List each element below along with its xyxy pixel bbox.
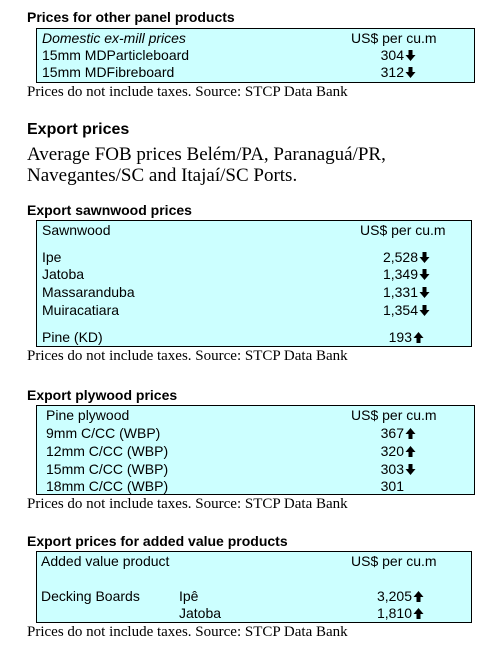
arrow-down-icon <box>419 267 430 280</box>
added-row-name: Jatoba <box>179 605 222 621</box>
panel-source-note: Prices do not include taxes. Source: STC… <box>27 84 348 100</box>
export-heading: Export prices <box>27 121 130 138</box>
added-heading: Export prices for added value products <box>27 533 288 549</box>
arrow-down-icon <box>419 285 430 298</box>
sawnwood-row-value: 2,528 <box>383 249 430 266</box>
plywood-heading: Export plywood prices <box>27 387 178 403</box>
export-description-line2: Navegantes/SC and Itajaí/SC Ports. <box>27 165 298 186</box>
panel-row-name: 15mm MDParticleboard <box>42 47 190 63</box>
sawnwood-col-price: US$ per cu.m <box>360 222 446 238</box>
arrow-up-icon <box>405 426 416 439</box>
arrow-down-icon <box>405 65 416 78</box>
added-row-value: 3,205 <box>377 588 424 605</box>
sawnwood-row-name: Jatoba <box>42 266 85 282</box>
sawnwood-source-note: Prices do not include taxes. Source: STC… <box>27 348 348 364</box>
plywood-row-value: 303 <box>381 461 416 478</box>
panel-price-table: Domestic ex-mill prices US$ per cu.m 15m… <box>36 28 475 83</box>
sawnwood-col-product: Sawnwood <box>42 222 111 238</box>
arrow-down-icon <box>405 48 416 61</box>
arrow-down-icon <box>405 462 416 475</box>
added-group-label: Decking Boards <box>41 588 140 604</box>
plywood-row-value: 301 <box>380 478 404 494</box>
panel-col-price: US$ per cu.m <box>351 30 437 46</box>
arrow-up-icon <box>413 330 424 343</box>
plywood-row-value: 320 <box>381 443 416 460</box>
plywood-col-price: US$ per cu.m <box>351 407 437 423</box>
sawnwood-row-name: Pine (KD) <box>42 329 103 345</box>
sawnwood-row-name: Ipe <box>42 249 62 265</box>
sawnwood-row-value: 1,349 <box>383 266 430 283</box>
added-col-price: US$ per cu.m <box>351 553 437 569</box>
added-price-table: Added value product US$ per cu.m Decking… <box>36 551 472 623</box>
plywood-price-table: Pine plywood US$ per cu.m 9mm C/CC (WBP)… <box>36 405 475 495</box>
sawnwood-row-value: 1,354 <box>383 302 430 319</box>
panel-col-product: Domestic ex-mill prices <box>42 30 186 46</box>
panel-row-value: 312 <box>381 64 416 81</box>
added-row-value: 1,810 <box>377 605 424 622</box>
arrow-up-icon <box>413 606 424 619</box>
plywood-row-name: 12mm C/CC (WBP) <box>46 443 169 459</box>
plywood-row-name: 15mm C/CC (WBP) <box>46 461 169 477</box>
plywood-row-name: 9mm C/CC (WBP) <box>46 425 161 441</box>
plywood-row-value: 367 <box>381 425 416 442</box>
sawnwood-price-table: Sawnwood US$ per cu.m Ipe 2,528 Jatoba 1… <box>36 220 472 347</box>
panel-row-value: 304 <box>381 47 416 64</box>
arrow-up-icon <box>413 589 424 602</box>
panel-heading: Prices for other panel products <box>27 9 235 25</box>
plywood-row-name: 18mm C/CC (WBP) <box>46 478 169 494</box>
sawnwood-row-value: 193 <box>389 329 424 346</box>
plywood-col-product: Pine plywood <box>46 407 130 423</box>
panel-row-name: 15mm MDFibreboard <box>42 64 175 80</box>
plywood-source-note: Prices do not include taxes. Source: STC… <box>27 496 348 512</box>
sawnwood-row-name: Muiracatiara <box>42 302 120 318</box>
arrow-up-icon <box>405 444 416 457</box>
added-col-product: Added value product <box>41 553 170 569</box>
added-row-name: Ipê <box>179 588 199 604</box>
arrow-down-icon <box>419 250 430 263</box>
added-source-note: Prices do not include taxes. Source: STC… <box>27 624 348 640</box>
sawnwood-heading: Export sawnwood prices <box>27 202 192 218</box>
arrow-down-icon <box>419 303 430 316</box>
export-description-line1: Average FOB prices Belém/PA, Paranaguá/P… <box>27 144 386 165</box>
sawnwood-row-name: Massaranduba <box>42 284 135 300</box>
sawnwood-row-value: 1,331 <box>383 284 430 301</box>
